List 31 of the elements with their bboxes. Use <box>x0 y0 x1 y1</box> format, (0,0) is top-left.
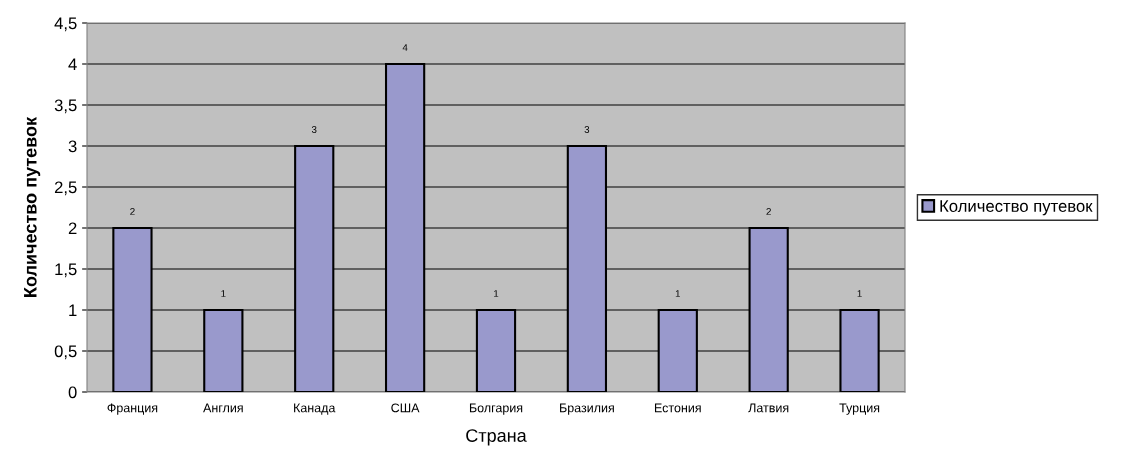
x-tick-label: Латвия <box>748 403 789 413</box>
y-tick-label: 0 <box>68 386 77 399</box>
y-tick-label: 2 <box>68 222 77 235</box>
y-tick-label: 4,5 <box>54 17 77 32</box>
data-label: 3 <box>584 126 590 133</box>
y-tick-label: 4 <box>68 58 77 71</box>
data-label: 1 <box>494 290 499 297</box>
y-tick-label: 0,5 <box>54 345 77 360</box>
y-tick-label: 3,5 <box>54 99 77 114</box>
x-tick-label: США <box>391 403 420 413</box>
x-tick-label: Франция <box>107 403 158 415</box>
y-tick-label: 1 <box>69 304 77 317</box>
data-label: 2 <box>130 208 135 215</box>
data-label: 1 <box>675 290 681 297</box>
x-tick-label: Бразилия <box>560 403 614 415</box>
y-tick-label: 2,5 <box>54 181 77 196</box>
x-axis-title: Страна <box>466 429 527 446</box>
legend-label: Количество путевок <box>940 200 1093 216</box>
data-label: 2 <box>766 208 771 215</box>
data-label: 1 <box>857 290 862 297</box>
x-tick-label: Болгария <box>469 403 523 415</box>
y-tick-label: 3 <box>68 140 77 153</box>
y-axis-title: Количество путевок <box>24 116 41 297</box>
x-tick-label: Канада <box>294 403 336 415</box>
x-tick-label: Естония <box>654 403 701 413</box>
data-label: 1 <box>221 290 226 297</box>
y-tick-label: 1,5 <box>55 263 77 278</box>
data-label: 4 <box>402 44 408 51</box>
x-tick-label: Турция <box>839 403 880 415</box>
data-label: 3 <box>311 126 317 133</box>
x-tick-label: Англия <box>203 403 243 413</box>
